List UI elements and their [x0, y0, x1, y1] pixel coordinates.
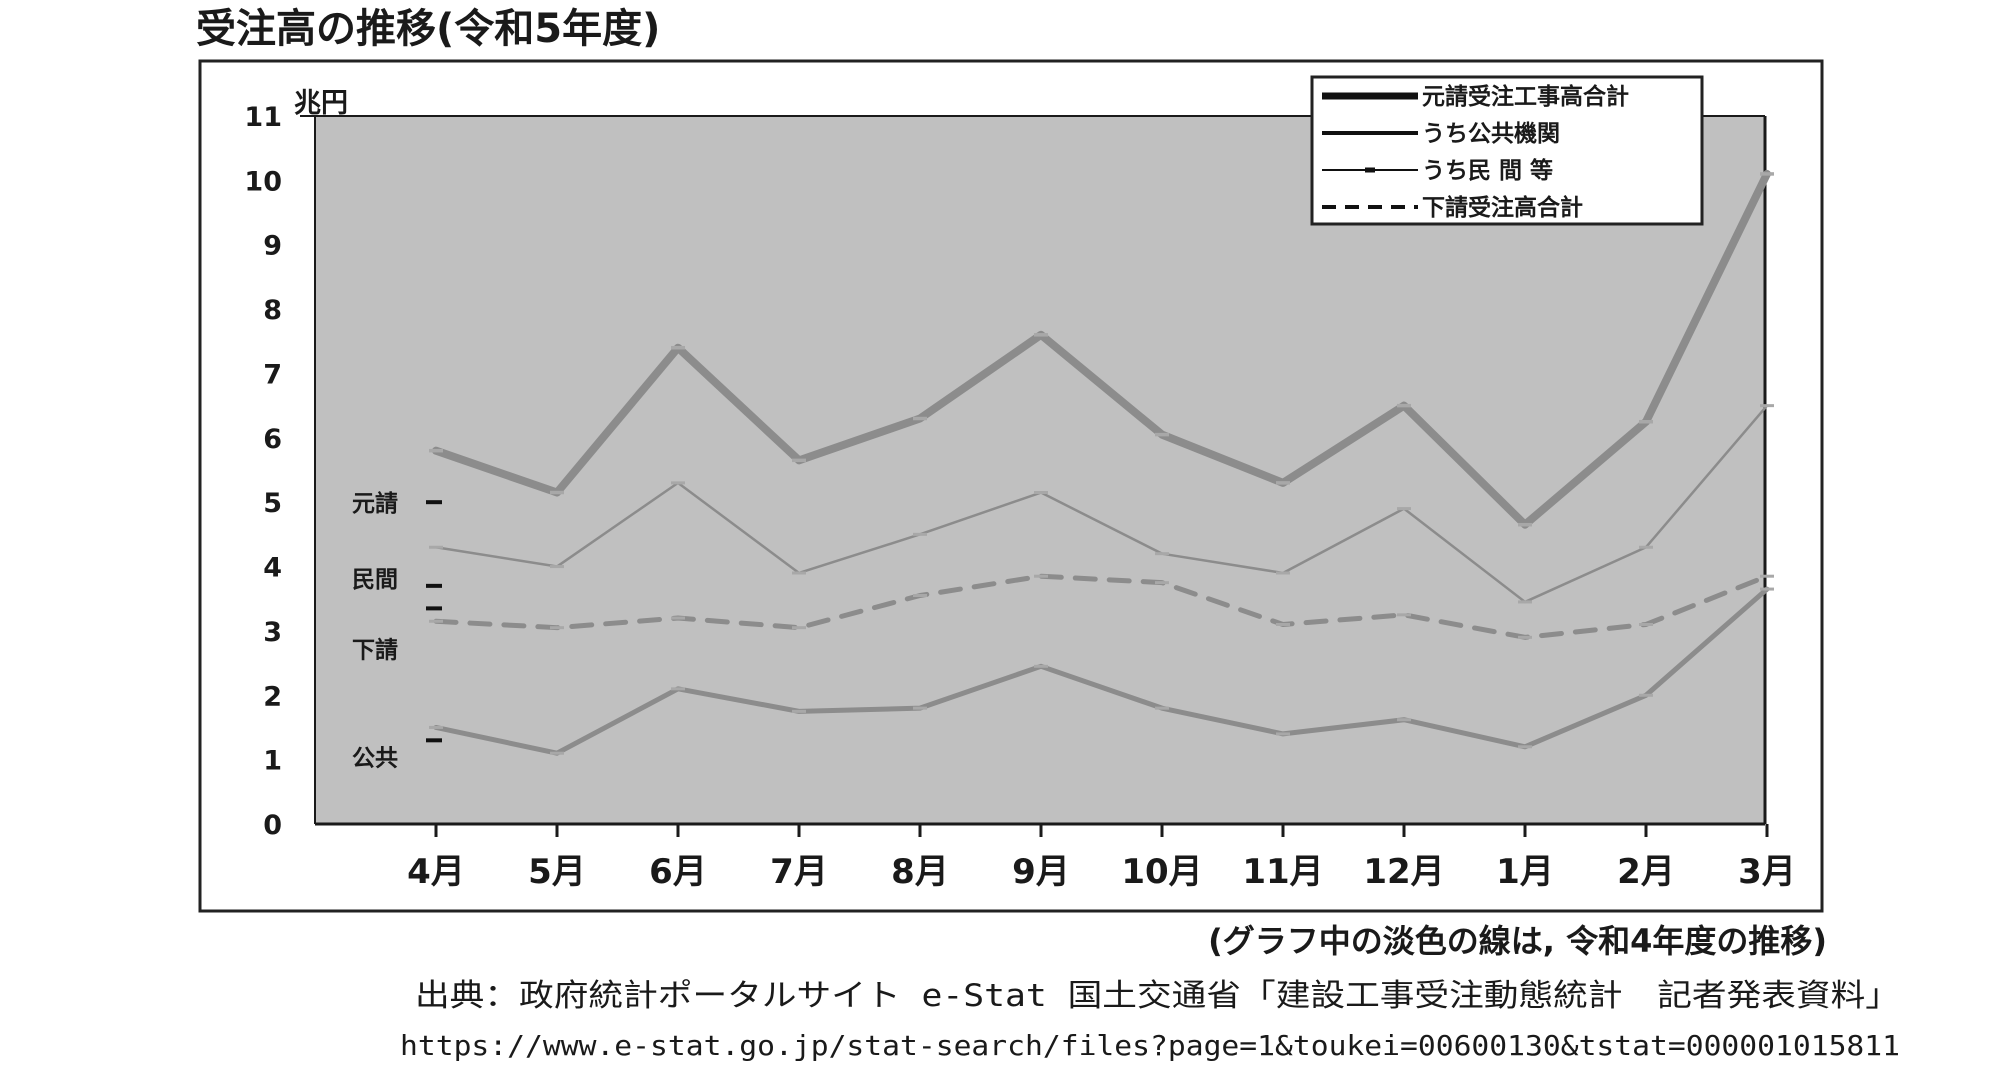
- x-tick-label: 9月: [1012, 852, 1070, 892]
- y-tick-label: 7: [263, 359, 282, 390]
- plot-area: [315, 116, 1765, 824]
- x-tick-label: 2月: [1617, 852, 1675, 892]
- prior-year-marker-label: 元請: [352, 490, 398, 517]
- series-line-4: [433, 573, 1770, 640]
- legend-label: うち民 間 等: [1422, 157, 1553, 184]
- x-axis: 4月 5月 6月 7月 8月 9月 10月 11月 12月 1月 2月 3月: [407, 824, 1796, 892]
- prior-year-marker-label: 下請: [352, 636, 398, 663]
- y-axis: 0 1 2 3 4 5 6 7 8 9 10 11: [244, 102, 282, 841]
- y-tick-label: 6: [263, 424, 282, 455]
- x-tick-label: 8月: [891, 852, 949, 892]
- x-tick-label: 7月: [770, 852, 828, 892]
- series-layer: [429, 169, 1774, 756]
- y-tick-label: 10: [244, 166, 282, 197]
- y-tick-label: 8: [263, 295, 282, 326]
- y-tick-label: 4: [263, 553, 282, 584]
- legend-label: うち公共機関: [1422, 121, 1560, 147]
- prior-year-note: (グラフ中の淡色の線は, 令和4年度の推移): [1208, 922, 1827, 960]
- prior-year-marker-label: 公共: [352, 745, 398, 771]
- y-tick-label: 1: [263, 746, 282, 777]
- y-tick-label: 9: [263, 231, 282, 262]
- prior-year-marker-label: 民間: [352, 567, 398, 593]
- source-url: https://www.e-stat.go.jp/stat-search/fil…: [400, 1029, 1900, 1062]
- series-line-1: [432, 169, 1771, 529]
- x-tick-label: 3月: [1738, 852, 1796, 892]
- legend-label: 下請受注高合計: [1422, 194, 1583, 221]
- series-line-3: [434, 404, 1769, 604]
- source-citation: 出典：政府統計ポータルサイト e-Stat 国土交通省「建設工事受注動態統計 記…: [415, 978, 1900, 1014]
- x-tick-label: 1月: [1496, 852, 1554, 892]
- y-tick-label: 5: [263, 488, 282, 519]
- y-tick-label: 2: [263, 681, 282, 712]
- x-tick-label: 12月: [1363, 852, 1444, 892]
- legend-label: 元請受注工事高合計: [1422, 83, 1629, 110]
- chart-title: 受注高の推移(令和5年度): [196, 6, 660, 52]
- x-tick-label: 4月: [407, 852, 465, 892]
- x-tick-label: 5月: [528, 852, 586, 892]
- y-tick-label: 0: [263, 810, 282, 841]
- series-line-2: [433, 586, 1770, 756]
- x-tick-label: 6月: [649, 852, 707, 892]
- x-tick-label: 10月: [1121, 852, 1202, 892]
- y-unit-label: 兆円: [294, 88, 348, 119]
- x-tick-label: 11月: [1242, 852, 1323, 892]
- y-tick-label: 3: [263, 617, 282, 648]
- y-tick-label: 11: [244, 102, 282, 133]
- legend-box: [1310, 75, 1704, 226]
